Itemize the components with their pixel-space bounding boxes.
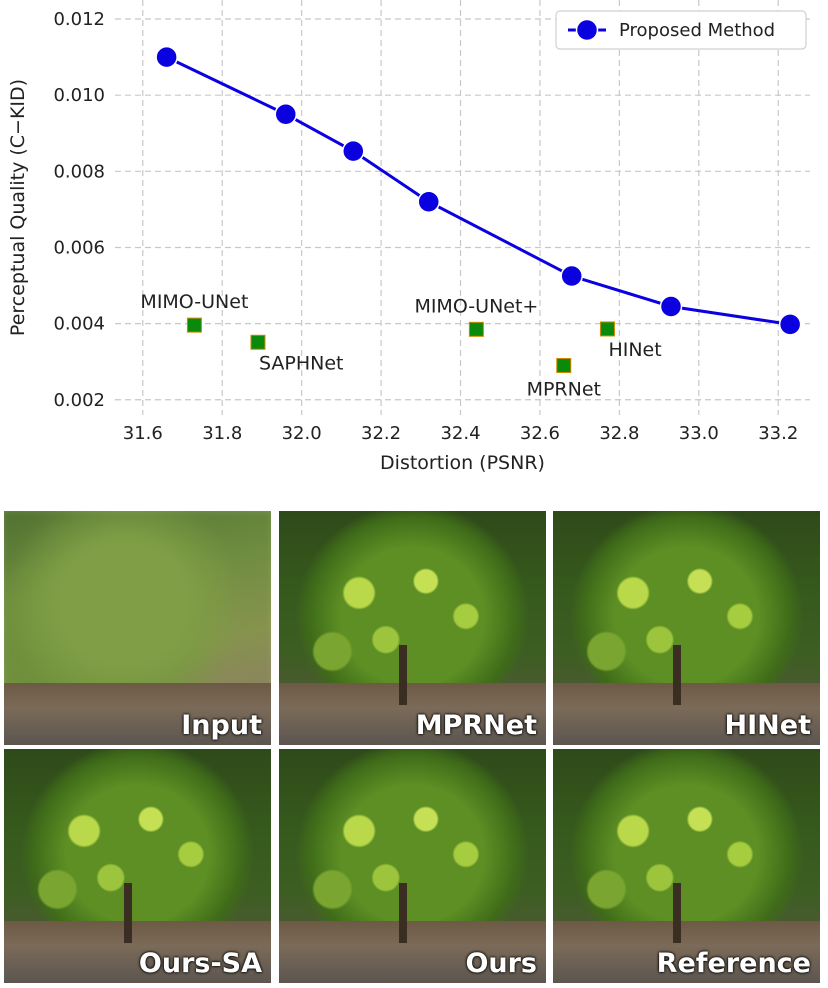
method-label: MIMO-UNet <box>140 291 248 313</box>
y-tick-label: 0.010 <box>53 85 105 106</box>
method-point <box>599 321 615 337</box>
image-panel-reference: Reference <box>553 749 820 983</box>
image-panel-mprnet: MPRNet <box>279 511 546 745</box>
panel-trunk <box>399 645 407 705</box>
x-tick-label: 31.6 <box>123 423 163 444</box>
legend-label: Proposed Method <box>619 20 775 41</box>
x-tick-label: 32.4 <box>440 423 480 444</box>
method-point <box>556 358 572 374</box>
series-point <box>274 102 298 126</box>
panel-caption: Ours-SA <box>138 948 262 979</box>
x-tick-label: 32.2 <box>361 423 401 444</box>
method-point <box>250 334 266 350</box>
legend-box <box>555 10 807 50</box>
y-tick-label: 0.006 <box>53 237 105 258</box>
y-tick-label: 0.012 <box>53 9 105 30</box>
panel-trunk <box>673 645 681 705</box>
x-tick-label: 32.8 <box>599 423 639 444</box>
x-tick-label: 32.0 <box>282 423 322 444</box>
panel-trunk <box>673 883 681 943</box>
panel-caption: Input <box>181 710 262 741</box>
image-panel-ours: Ours <box>279 749 546 983</box>
panel-ground <box>279 683 546 745</box>
y-tick-label: 0.008 <box>53 161 105 182</box>
method-label: MPRNet <box>527 379 601 401</box>
legend-marker <box>575 18 599 42</box>
method-label: HINet <box>608 339 661 361</box>
y-tick-label: 0.004 <box>53 314 105 335</box>
series-point <box>659 295 683 318</box>
method-point <box>468 321 484 337</box>
panel-caption: MPRNet <box>415 710 537 741</box>
panel-ground <box>553 683 820 745</box>
series-line <box>165 55 791 326</box>
x-tick-label: 33.0 <box>679 423 719 444</box>
panel-caption: Reference <box>656 948 811 979</box>
series-point <box>155 45 178 69</box>
image-comparison-grid: Input MPRNet HINet Ours-SA Ours Referenc… <box>4 511 824 983</box>
image-panel-ours-sa: Ours-SA <box>4 749 271 983</box>
image-panel-input: Input <box>4 511 271 745</box>
panel-caption: Ours <box>465 948 537 979</box>
y-tick-label: 0.002 <box>53 390 105 411</box>
method-label: MIMO-UNet+ <box>414 295 538 317</box>
panel-ground <box>4 683 271 745</box>
panel-ground <box>553 921 820 983</box>
panel-ground <box>279 921 546 983</box>
y-axis-title: Perceptual Quality (C−KID) <box>7 79 29 336</box>
x-axis-title: Distortion (PSNR) <box>380 452 545 474</box>
panel-trunk <box>399 883 407 943</box>
image-panel-hinet: HINet <box>553 511 820 745</box>
x-tick-label: 32.6 <box>520 423 560 444</box>
series-point <box>342 139 365 163</box>
x-tick-label: 33.2 <box>758 423 798 444</box>
method-label: SAPHNet <box>259 352 344 374</box>
panel-ground <box>4 921 271 983</box>
series-point <box>778 313 802 336</box>
panel-trunk <box>124 883 132 943</box>
panel-caption: HINet <box>724 710 811 741</box>
chart: 31.6 31.8 32.0 32.2 32.4 32.6 32.8 33.0 33.2 0.00… <box>7 0 810 474</box>
series-point <box>560 264 583 288</box>
series-point <box>417 190 440 214</box>
x-tick-label: 31.8 <box>202 423 242 444</box>
method-point <box>186 317 202 333</box>
